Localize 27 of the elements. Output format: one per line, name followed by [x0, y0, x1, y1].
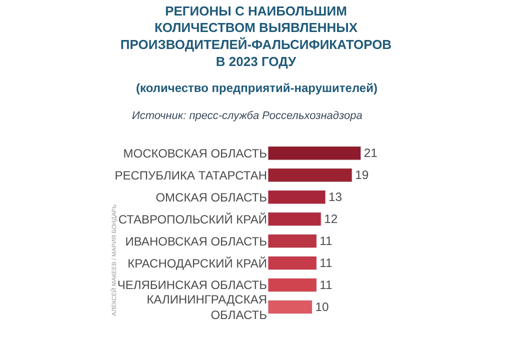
data-label: 10 [315, 300, 330, 314]
data-label: 11 [320, 234, 333, 248]
bar [268, 146, 362, 160]
data-label: 12 [324, 212, 338, 226]
data-label: 11 [320, 278, 333, 292]
y-tick-label: РЕСПУБЛИКА ТАТАРСТАН [114, 168, 267, 182]
y-tick-label: КРАСНОДАРСКИЙ КРАЙ [128, 256, 267, 270]
bar [268, 168, 352, 182]
chart-subtitle: (количество предприятий-нарушителей) [136, 81, 378, 95]
y-tick-label: ИВАНОВСКАЯ ОБЛАСТЬ [125, 234, 268, 248]
y-tick-label: МОСКОВСКАЯ ОБЛАСТЬ [123, 146, 268, 160]
bar [268, 190, 326, 204]
bar [268, 300, 312, 314]
chart-title: РЕГИОНЫ С НАИБОЛЬШИМ КОЛИЧЕСТВОМ ВЫЯВЛЕННЫХ ПРОИЗВОДИТЕЛЕЙ-ФАЛЬСИФИКАТОРОВ В 2023 ГОДУ [120, 3, 392, 69]
y-tick-label: КАЛИНИНГРАДСКАЯ ОБЛАСТЬ [146, 292, 268, 322]
y-tick-label: ЧЕЛЯБИНСКАЯ ОБЛАСТЬ [117, 278, 268, 292]
bar [268, 256, 317, 270]
bar [268, 212, 322, 226]
bar [268, 234, 317, 248]
text: Источник: пресс-служба Россельхознадзора [132, 110, 362, 122]
data-label: 21 [364, 146, 378, 160]
data-label: 19 [355, 168, 369, 182]
bar [268, 278, 317, 292]
y-tick-label: ОМСКАЯ ОБЛАСТЬ [156, 190, 268, 204]
data-label: 13 [328, 190, 342, 204]
data-label: 11 [320, 256, 333, 270]
y-tick-label: СТАВРОПОЛЬСКИЙ КРАЙ [118, 212, 267, 226]
